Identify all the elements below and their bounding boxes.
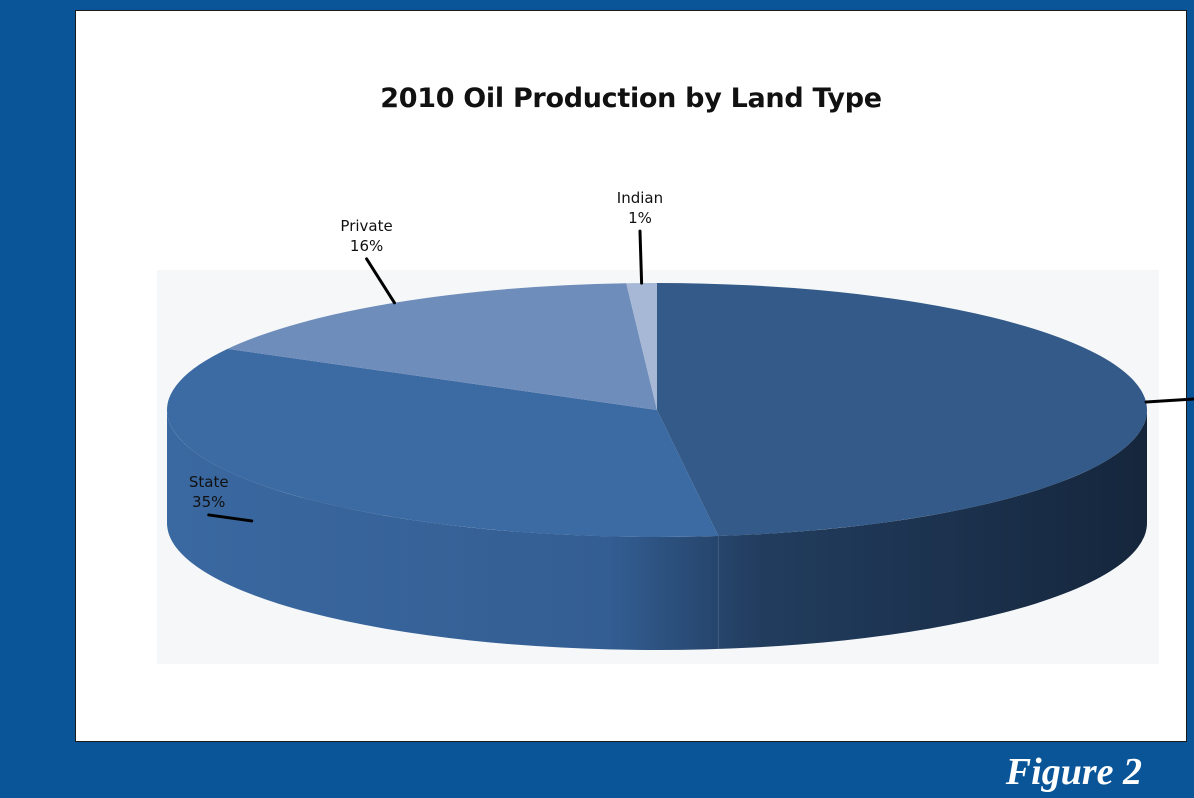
- slice-label-state: State: [189, 473, 229, 491]
- pie-slice-private: [227, 283, 657, 410]
- leader-line-state: [207, 513, 254, 523]
- pie-slice-indian: [626, 283, 657, 410]
- slice-label-indian: Indian: [617, 189, 663, 207]
- pie-slice-federal: [657, 283, 1148, 536]
- figure-label: Figure 2: [1005, 751, 1142, 793]
- slice-percent-state: 35%: [192, 493, 225, 511]
- leader-line-private: [365, 257, 396, 305]
- leader-line-indian: [638, 229, 644, 285]
- chart-title: 2010 Oil Production by Land Type: [380, 83, 882, 114]
- pie-side-wall: [167, 410, 1147, 650]
- slice-percent-indian: 1%: [628, 209, 652, 227]
- slice-label-private: Private: [340, 217, 392, 235]
- leader-line-federal: [1144, 397, 1194, 404]
- slice-percent-private: 16%: [350, 237, 383, 255]
- pie-slice-state: [166, 348, 719, 538]
